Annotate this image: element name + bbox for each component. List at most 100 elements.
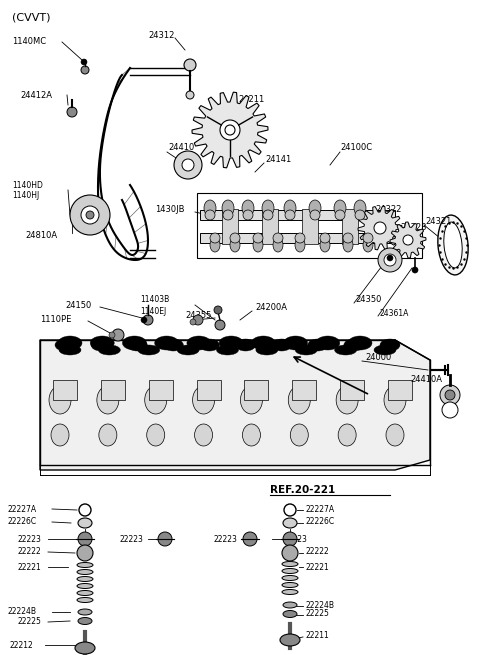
Circle shape xyxy=(214,306,222,314)
Text: 22224B: 22224B xyxy=(8,607,37,616)
Text: 1110PE: 1110PE xyxy=(40,316,72,324)
Circle shape xyxy=(109,332,115,338)
Circle shape xyxy=(184,59,196,71)
Ellipse shape xyxy=(204,200,216,216)
Text: 22226C: 22226C xyxy=(305,517,334,527)
Ellipse shape xyxy=(336,386,358,414)
Ellipse shape xyxy=(91,339,111,351)
Ellipse shape xyxy=(374,345,396,355)
Circle shape xyxy=(253,233,263,243)
Circle shape xyxy=(220,120,240,140)
Circle shape xyxy=(81,66,89,74)
Text: 24322: 24322 xyxy=(375,206,401,214)
Circle shape xyxy=(374,222,386,234)
Bar xyxy=(244,380,268,400)
Ellipse shape xyxy=(77,584,93,588)
Circle shape xyxy=(442,402,458,418)
Ellipse shape xyxy=(283,602,297,608)
Ellipse shape xyxy=(282,576,298,580)
Text: 1140HD: 1140HD xyxy=(12,181,43,189)
Ellipse shape xyxy=(98,345,120,355)
Text: 11403B: 11403B xyxy=(140,295,169,305)
Bar xyxy=(200,233,395,243)
Ellipse shape xyxy=(282,590,298,595)
Ellipse shape xyxy=(344,339,364,351)
Text: 22221: 22221 xyxy=(305,563,329,572)
Ellipse shape xyxy=(163,339,183,351)
Ellipse shape xyxy=(288,386,310,414)
Text: REF.20-221: REF.20-221 xyxy=(270,485,335,495)
Text: 22223: 22223 xyxy=(120,534,144,544)
Ellipse shape xyxy=(242,424,261,446)
Circle shape xyxy=(295,233,305,243)
Ellipse shape xyxy=(284,200,296,216)
Text: 24150: 24150 xyxy=(65,301,91,310)
Text: 22223: 22223 xyxy=(283,534,307,544)
Circle shape xyxy=(182,159,194,171)
Text: 24810A: 24810A xyxy=(25,231,57,240)
Ellipse shape xyxy=(77,591,93,595)
Ellipse shape xyxy=(338,424,356,446)
Ellipse shape xyxy=(127,339,147,351)
Ellipse shape xyxy=(240,386,263,414)
Circle shape xyxy=(174,151,202,179)
Bar xyxy=(302,209,318,244)
Ellipse shape xyxy=(192,386,215,414)
Text: 22211: 22211 xyxy=(305,631,329,641)
Bar xyxy=(262,209,278,244)
Ellipse shape xyxy=(58,336,82,350)
Ellipse shape xyxy=(282,569,298,574)
Text: 24410A: 24410A xyxy=(410,375,442,384)
Ellipse shape xyxy=(77,563,93,567)
Text: 22225: 22225 xyxy=(18,618,42,626)
Circle shape xyxy=(141,317,147,323)
Circle shape xyxy=(387,255,393,261)
Ellipse shape xyxy=(283,518,297,528)
Polygon shape xyxy=(192,92,268,168)
Ellipse shape xyxy=(363,238,373,252)
Ellipse shape xyxy=(155,336,179,350)
Circle shape xyxy=(210,233,220,243)
Circle shape xyxy=(343,233,353,243)
Ellipse shape xyxy=(90,336,114,350)
Circle shape xyxy=(412,267,418,273)
Circle shape xyxy=(243,532,257,546)
Text: 24100C: 24100C xyxy=(340,143,372,153)
Ellipse shape xyxy=(77,576,93,582)
Text: 22226C: 22226C xyxy=(8,517,37,527)
Ellipse shape xyxy=(77,569,93,574)
Circle shape xyxy=(282,545,298,561)
Ellipse shape xyxy=(273,238,283,252)
Ellipse shape xyxy=(78,518,92,528)
Circle shape xyxy=(205,210,215,220)
Ellipse shape xyxy=(284,336,308,350)
Ellipse shape xyxy=(216,345,239,355)
Ellipse shape xyxy=(222,200,234,216)
Ellipse shape xyxy=(343,238,353,252)
Circle shape xyxy=(310,210,320,220)
Ellipse shape xyxy=(210,238,220,252)
Circle shape xyxy=(243,210,253,220)
Text: (CVVT): (CVVT) xyxy=(12,13,50,23)
Ellipse shape xyxy=(75,642,95,654)
Ellipse shape xyxy=(78,609,92,615)
Ellipse shape xyxy=(282,582,298,588)
Text: 22227A: 22227A xyxy=(8,504,37,514)
Ellipse shape xyxy=(282,561,298,567)
Circle shape xyxy=(158,532,172,546)
Text: 1140HJ: 1140HJ xyxy=(12,191,39,200)
Text: 22224B: 22224B xyxy=(305,601,334,610)
Ellipse shape xyxy=(253,238,263,252)
Text: 22212: 22212 xyxy=(10,641,34,650)
Text: 1140EJ: 1140EJ xyxy=(140,307,166,316)
Text: 24361A: 24361A xyxy=(380,309,409,318)
Circle shape xyxy=(81,59,87,65)
Ellipse shape xyxy=(187,336,211,350)
Circle shape xyxy=(143,315,153,325)
Bar xyxy=(197,380,221,400)
Text: 24410: 24410 xyxy=(168,143,194,153)
Ellipse shape xyxy=(236,339,255,351)
Circle shape xyxy=(440,385,460,405)
Circle shape xyxy=(225,125,235,135)
Ellipse shape xyxy=(335,345,357,355)
